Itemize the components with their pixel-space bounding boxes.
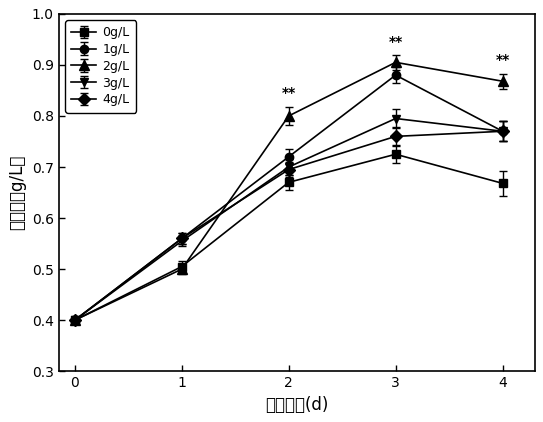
- Text: **: **: [495, 53, 510, 67]
- Text: **: **: [388, 35, 403, 49]
- Legend: 0g/L, 1g/L, 2g/L, 3g/L, 4g/L: 0g/L, 1g/L, 2g/L, 3g/L, 4g/L: [65, 20, 136, 113]
- X-axis label: 培养时间(d): 培养时间(d): [265, 396, 329, 414]
- Y-axis label: 生物量（g/L）: 生物量（g/L）: [8, 155, 26, 230]
- Text: **: **: [282, 86, 296, 100]
